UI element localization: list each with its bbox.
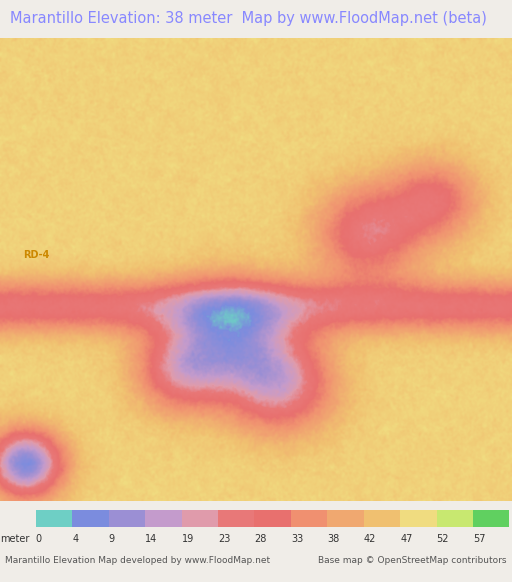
Text: 0: 0 (36, 534, 42, 544)
FancyBboxPatch shape (72, 510, 109, 527)
FancyBboxPatch shape (437, 510, 473, 527)
FancyBboxPatch shape (254, 510, 291, 527)
Text: 42: 42 (364, 534, 376, 544)
FancyBboxPatch shape (400, 510, 437, 527)
Text: RD-4: RD-4 (23, 250, 50, 260)
FancyBboxPatch shape (364, 510, 400, 527)
Text: Base map © OpenStreetMap contributors: Base map © OpenStreetMap contributors (318, 556, 507, 565)
Text: 4: 4 (72, 534, 78, 544)
Text: 14: 14 (145, 534, 157, 544)
Text: meter: meter (0, 534, 29, 544)
Text: 57: 57 (473, 534, 485, 544)
Text: 23: 23 (218, 534, 230, 544)
Text: 52: 52 (437, 534, 449, 544)
FancyBboxPatch shape (145, 510, 182, 527)
Text: 28: 28 (254, 534, 267, 544)
Text: Marantillo Elevation Map developed by www.FloodMap.net: Marantillo Elevation Map developed by ww… (5, 556, 270, 565)
FancyBboxPatch shape (473, 510, 509, 527)
Text: 38: 38 (327, 534, 339, 544)
Text: 47: 47 (400, 534, 413, 544)
Text: 9: 9 (109, 534, 115, 544)
FancyBboxPatch shape (327, 510, 364, 527)
Text: Marantillo Elevation: 38 meter  Map by www.FloodMap.net (beta): Marantillo Elevation: 38 meter Map by ww… (10, 12, 487, 26)
Text: 19: 19 (182, 534, 194, 544)
Text: 33: 33 (291, 534, 303, 544)
FancyBboxPatch shape (291, 510, 327, 527)
FancyBboxPatch shape (109, 510, 145, 527)
FancyBboxPatch shape (36, 510, 72, 527)
FancyBboxPatch shape (182, 510, 218, 527)
FancyBboxPatch shape (218, 510, 254, 527)
